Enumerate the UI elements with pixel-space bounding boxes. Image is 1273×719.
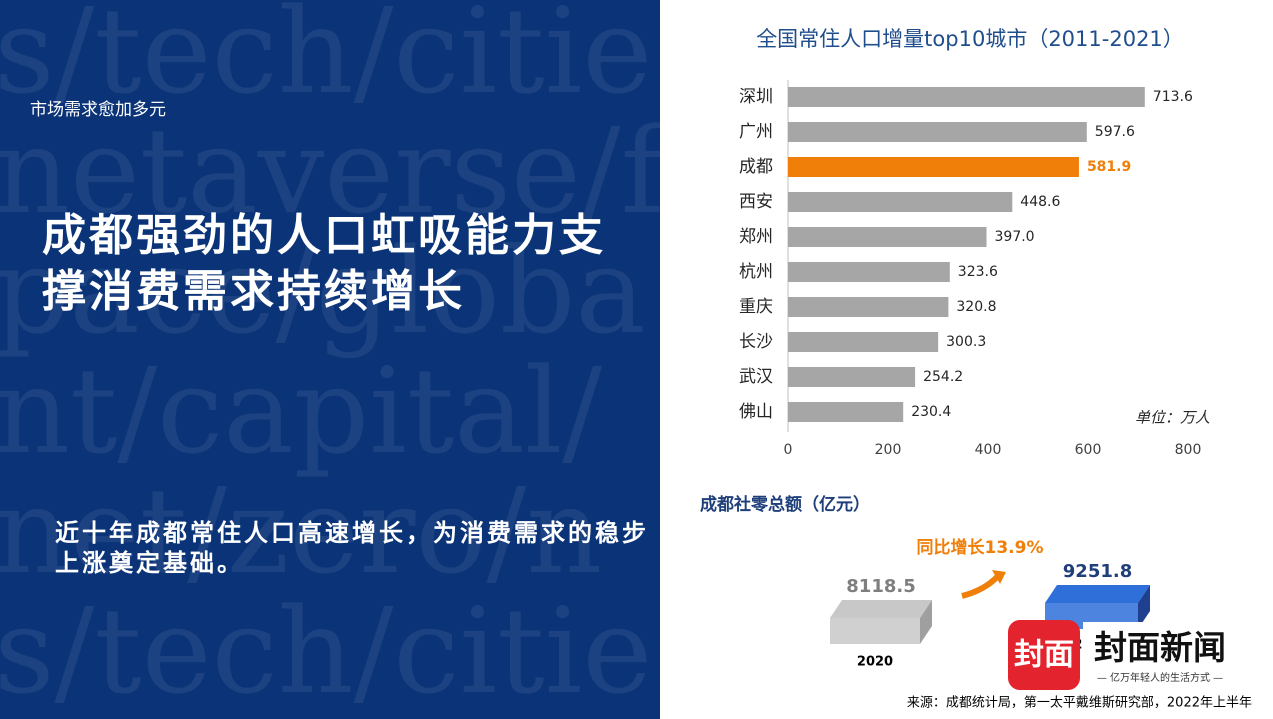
category-label: 杭州: [739, 262, 773, 282]
slab-side: [1138, 585, 1150, 629]
category-label: 成都: [739, 157, 773, 177]
value-label: 8118.5: [846, 576, 915, 597]
x-tick-label: 0: [784, 442, 793, 458]
logo-slogan: — 亿万年轻人的生活方式 —: [1097, 671, 1223, 684]
value-label: 581.9: [1087, 159, 1131, 175]
slab-front: [830, 618, 920, 644]
growth-arrow-head: [992, 570, 1006, 584]
background-word: s/tech/citie: [0, 0, 653, 120]
logo-bg: [1083, 622, 1233, 688]
background-word: netaverse/f: [0, 102, 660, 240]
category-label: 重庆: [739, 297, 773, 317]
source: 来源：成都统计局，第一太平戴维斯研究部，2022年上半年: [907, 696, 1252, 711]
value-label: 397.0: [995, 229, 1035, 245]
slab-top: [830, 600, 932, 618]
section-tag: 市场需求愈加多元: [30, 100, 166, 120]
value-label: 448.6: [1020, 194, 1060, 210]
bar: [788, 227, 987, 247]
left-panel: s/tech/citie netaverse/f pace/globa nt/capi…: [0, 0, 660, 719]
category-label: 深圳: [739, 87, 773, 107]
annotation: 同比增长13.9%: [917, 537, 1044, 558]
bar: [788, 332, 939, 352]
value-label: 230.4: [911, 404, 951, 420]
x-tick-label: 600: [1075, 442, 1102, 458]
category-label: 广州: [739, 122, 773, 142]
value-label: 9251.8: [1063, 561, 1132, 582]
value-label: 320.8: [956, 299, 996, 315]
bar: [788, 87, 1145, 107]
category-label: 武汉: [739, 367, 773, 387]
subtext: 近十年成都常住人口高速增长，为消费需求的稳步上涨奠定基础。: [55, 519, 649, 577]
background-word: net/zero/n: [0, 462, 603, 600]
x-tick-label: 400: [975, 442, 1002, 458]
logo-mark: 封面: [1014, 638, 1074, 673]
slab-side: [920, 600, 932, 644]
value-label: 597.6: [1095, 124, 1135, 140]
category-label: 西安: [739, 192, 773, 212]
value-label: 323.6: [958, 264, 998, 280]
bar: [788, 192, 1013, 212]
value-label: 254.2: [923, 369, 963, 385]
headline: 成都强劲的人口虹吸能力支撑消费需求持续增长: [42, 210, 606, 317]
chart-title: 全国常住人口增量top10城市（2011-2021）: [756, 27, 1184, 51]
category-label: 郑州: [739, 227, 773, 247]
value-label: 713.6: [1153, 89, 1193, 105]
value-label: 300.3: [946, 334, 986, 350]
background-word: nt/capital/: [0, 342, 603, 480]
slab-top: [1045, 585, 1150, 603]
bar: [788, 157, 1079, 177]
unit-note: 单位：万人: [1135, 409, 1210, 427]
logo-badge: [1008, 620, 1080, 690]
bar: [788, 122, 1087, 142]
growth-arrow: [961, 573, 1001, 599]
background-word: pace/globa: [0, 222, 646, 360]
bar: [788, 262, 950, 282]
bar: [788, 402, 904, 422]
background-word: s/tech/citie: [0, 582, 653, 719]
chart-title: 成都社零总额（亿元）: [700, 494, 870, 515]
logo-name: 封面新闻: [1094, 628, 1226, 667]
bar: [788, 367, 916, 387]
x-tick-label: 800: [1175, 442, 1202, 458]
category-label: 2020: [857, 655, 893, 670]
x-tick-label: 200: [875, 442, 902, 458]
bar: [788, 297, 949, 317]
category-label: 长沙: [739, 332, 773, 352]
category-label: 佛山: [739, 402, 773, 422]
